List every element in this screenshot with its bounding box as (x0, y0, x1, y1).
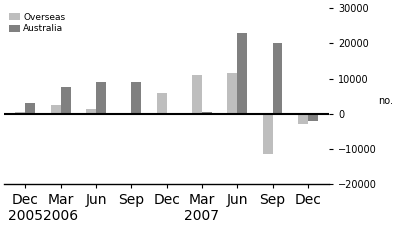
Bar (86, 109, 96, 114)
Bar (25, 103, 35, 114)
Bar (192, 75, 202, 114)
Bar (227, 73, 237, 114)
Bar (51, 105, 61, 114)
Bar (15, 112, 25, 114)
Bar (131, 82, 141, 114)
Bar (298, 114, 308, 124)
Legend: Overseas, Australia: Overseas, Australia (9, 13, 65, 33)
Bar (96, 82, 106, 114)
Bar (61, 87, 71, 114)
Bar (157, 93, 167, 114)
Bar (263, 114, 273, 154)
Y-axis label: no.: no. (378, 96, 393, 106)
Bar (202, 112, 212, 114)
Bar (308, 114, 318, 121)
Bar (237, 33, 247, 114)
Bar (273, 43, 283, 114)
